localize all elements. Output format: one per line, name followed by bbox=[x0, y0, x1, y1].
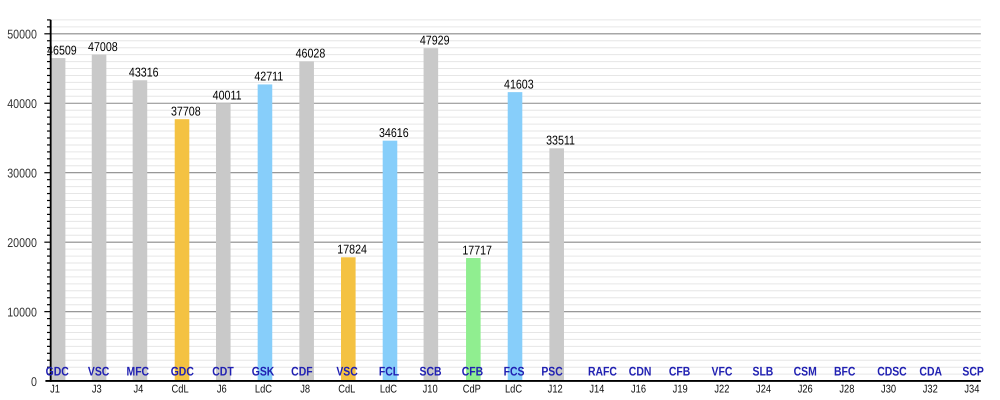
svg-text:J6: J6 bbox=[217, 383, 227, 395]
svg-text:J16: J16 bbox=[631, 383, 646, 395]
svg-text:J32: J32 bbox=[923, 383, 938, 395]
svg-text:50000: 50000 bbox=[7, 27, 37, 42]
svg-text:FCS: FCS bbox=[504, 365, 525, 379]
svg-text:0: 0 bbox=[31, 374, 37, 389]
svg-text:46028: 46028 bbox=[296, 46, 326, 61]
svg-text:VFC: VFC bbox=[712, 365, 733, 379]
svg-text:30000: 30000 bbox=[7, 166, 37, 181]
svg-text:SCB: SCB bbox=[420, 365, 442, 379]
svg-text:43316: 43316 bbox=[129, 65, 159, 80]
svg-text:FCL: FCL bbox=[379, 365, 400, 379]
svg-text:LdC: LdC bbox=[505, 383, 522, 395]
svg-text:CdP: CdP bbox=[463, 383, 481, 395]
svg-text:10000: 10000 bbox=[7, 305, 37, 320]
svg-text:J30: J30 bbox=[881, 383, 896, 395]
svg-text:33511: 33511 bbox=[546, 133, 575, 148]
svg-text:J1: J1 bbox=[50, 383, 60, 395]
svg-text:J26: J26 bbox=[798, 383, 813, 395]
svg-text:40011: 40011 bbox=[213, 87, 242, 102]
svg-text:J10: J10 bbox=[423, 383, 438, 395]
svg-text:CDF: CDF bbox=[291, 365, 313, 379]
svg-text:PSC: PSC bbox=[541, 365, 562, 379]
svg-text:VSC: VSC bbox=[88, 365, 109, 379]
svg-text:46509: 46509 bbox=[47, 42, 77, 57]
svg-text:J14: J14 bbox=[589, 383, 604, 395]
svg-text:J4: J4 bbox=[134, 383, 144, 395]
svg-text:MFC: MFC bbox=[127, 365, 150, 379]
svg-text:J28: J28 bbox=[839, 383, 854, 395]
svg-text:CDSC: CDSC bbox=[877, 365, 907, 379]
svg-text:SCP: SCP bbox=[962, 365, 983, 379]
svg-text:40000: 40000 bbox=[7, 96, 37, 111]
svg-text:CdL: CdL bbox=[338, 383, 355, 395]
svg-text:J3: J3 bbox=[92, 383, 102, 395]
svg-text:GSK: GSK bbox=[252, 365, 275, 379]
svg-text:BFC: BFC bbox=[834, 365, 855, 379]
svg-text:17824: 17824 bbox=[337, 242, 367, 257]
svg-text:42711: 42711 bbox=[254, 69, 283, 84]
svg-text:47929: 47929 bbox=[420, 32, 450, 47]
svg-text:CDA: CDA bbox=[919, 365, 942, 379]
svg-text:CSM: CSM bbox=[794, 365, 817, 379]
svg-text:RAFC: RAFC bbox=[588, 365, 617, 379]
svg-text:J19: J19 bbox=[673, 383, 688, 395]
svg-text:37708: 37708 bbox=[171, 103, 201, 118]
svg-text:34616: 34616 bbox=[379, 125, 409, 140]
svg-text:47008: 47008 bbox=[88, 39, 118, 54]
svg-text:LdC: LdC bbox=[380, 383, 397, 395]
svg-text:GDC: GDC bbox=[46, 365, 69, 379]
svg-text:SLB: SLB bbox=[753, 365, 774, 379]
svg-text:J12: J12 bbox=[548, 383, 563, 395]
svg-text:VSC: VSC bbox=[336, 365, 357, 379]
svg-text:20000: 20000 bbox=[7, 235, 37, 250]
svg-text:41603: 41603 bbox=[504, 76, 534, 91]
svg-text:GDC: GDC bbox=[171, 365, 194, 379]
svg-text:J8: J8 bbox=[300, 383, 310, 395]
svg-text:J24: J24 bbox=[756, 383, 771, 395]
svg-text:CFB: CFB bbox=[669, 365, 690, 379]
svg-text:CDN: CDN bbox=[629, 365, 652, 379]
svg-text:J22: J22 bbox=[714, 383, 729, 395]
svg-text:CdL: CdL bbox=[172, 383, 189, 395]
svg-text:CFB: CFB bbox=[462, 365, 483, 379]
svg-text:J34: J34 bbox=[964, 383, 979, 395]
svg-text:CDT: CDT bbox=[212, 365, 234, 379]
svg-text:LdC: LdC bbox=[255, 383, 272, 395]
svg-text:17717: 17717 bbox=[462, 242, 492, 257]
